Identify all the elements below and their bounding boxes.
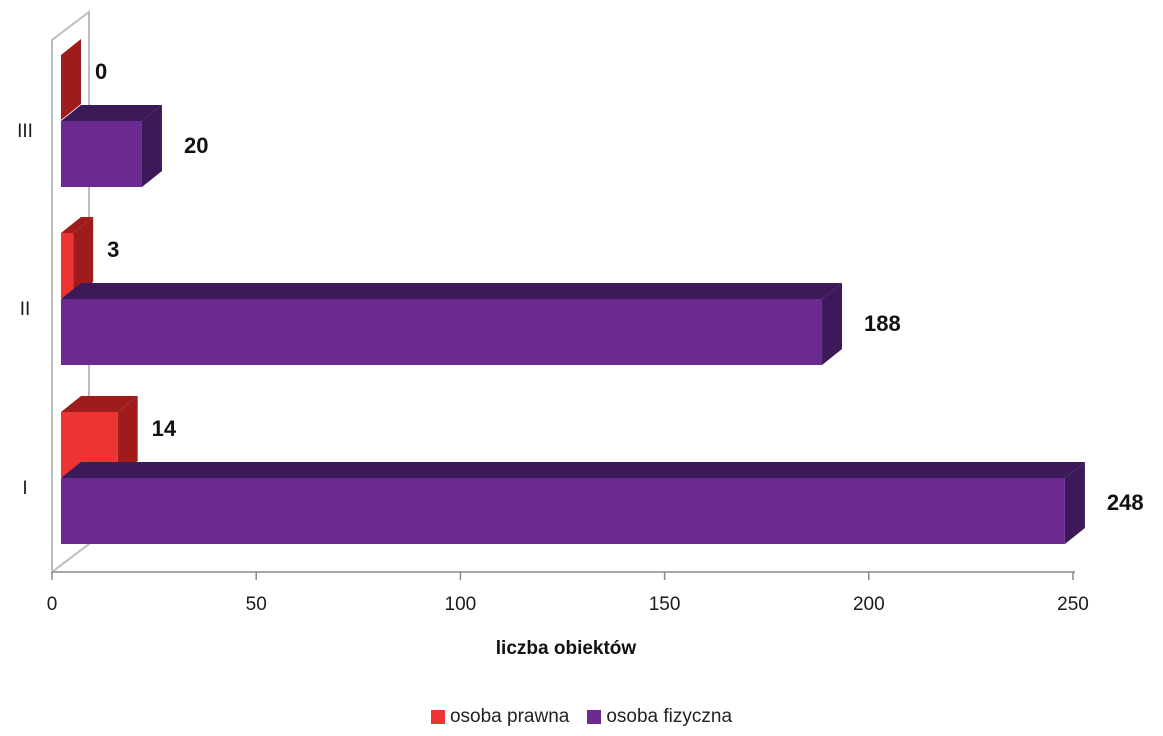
bar-top-face (61, 283, 843, 299)
legend-swatch-osoba-fizyczna (587, 710, 602, 724)
data-labels: 14 248 3 188 0 20 (95, 59, 1144, 515)
x-tick-label: 0 (47, 594, 58, 615)
legend-swatch-osoba-prawna (430, 710, 445, 724)
data-label-osoba-fizyczna: 248 (1107, 490, 1144, 515)
legend-item-osoba-fizyczna: osoba fizyczna (587, 706, 732, 728)
x-tick-label: 50 (246, 594, 267, 615)
data-label-osoba-fizyczna: 20 (184, 133, 208, 158)
legend: osoba prawna osoba fizyczna (0, 706, 1163, 728)
legend-label-osoba-prawna: osoba prawna (449, 706, 570, 727)
bar-front-face (61, 478, 1065, 544)
data-label-osoba-prawna: 3 (107, 237, 119, 262)
y-category-label: I (22, 478, 27, 499)
y-category-label: III (17, 121, 33, 142)
legend-label-osoba-fizyczna: osoba fizyczna (606, 706, 733, 727)
x-tick-label: 250 (1057, 594, 1089, 615)
bar-side-face (73, 217, 94, 298)
data-label-osoba-prawna: 0 (95, 59, 107, 84)
bar-side-face (117, 396, 138, 477)
bar-top-face (61, 396, 138, 412)
bars (61, 39, 1085, 544)
bar-osoba-fizyczna (61, 283, 843, 365)
x-tick-label: 100 (445, 594, 477, 615)
bar-osoba-fizyczna (61, 105, 162, 187)
legend-item-osoba-prawna: osoba prawna (430, 706, 570, 728)
data-label-osoba-prawna: 14 (152, 416, 177, 441)
bar-osoba-prawna (61, 39, 81, 120)
bar-front-face (61, 121, 142, 187)
bar-top-face (61, 105, 162, 121)
x-tick-label: 200 (853, 594, 885, 615)
bar-top-face (61, 462, 1085, 478)
bar-side-face (822, 283, 843, 365)
x-axis-ticks: 0 50 100 150 200 250 (47, 572, 1089, 615)
bar-front-face (61, 299, 823, 365)
bar-front-face (61, 233, 74, 298)
bar-osoba-prawna (61, 217, 94, 298)
bar-side-face (1064, 462, 1085, 544)
x-tick-label: 150 (649, 594, 681, 615)
bar-side-face (141, 105, 162, 187)
data-label-osoba-fizyczna: 188 (864, 311, 901, 336)
bar-osoba-fizyczna (61, 462, 1085, 544)
x-axis-title: liczba obiektów (496, 638, 637, 659)
bar-side-face (61, 39, 81, 120)
y-category-label: II (20, 299, 31, 320)
bar-top-face (61, 217, 94, 233)
